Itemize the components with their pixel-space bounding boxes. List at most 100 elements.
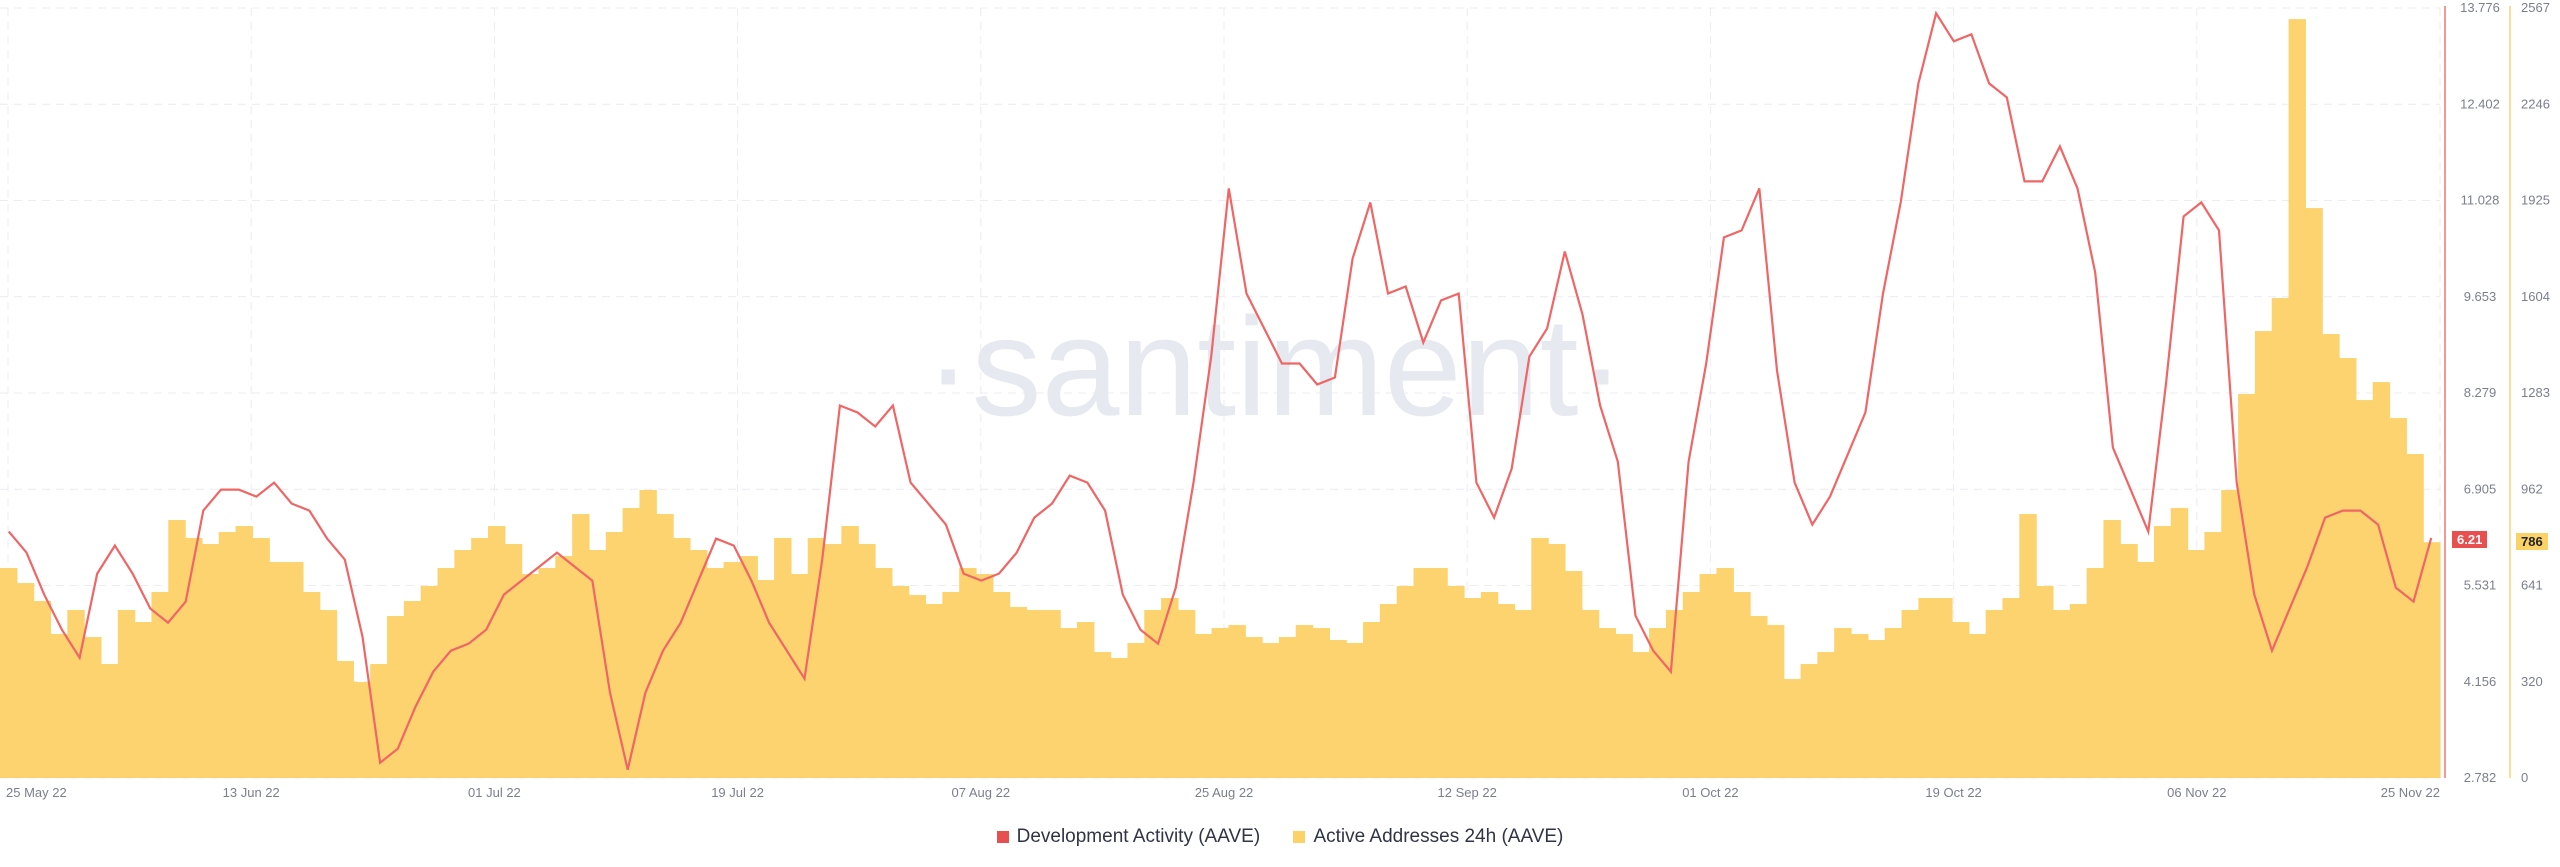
dev-activity-tick-label: 11.028	[2461, 193, 2500, 208]
active-addresses-bar	[740, 556, 758, 778]
legend: Development Activity (AAVE) Active Addre…	[0, 826, 2560, 849]
active-addresses-bar	[976, 574, 994, 778]
development-activity-line	[7, 10, 2433, 770]
active-addresses-bar	[1346, 643, 1364, 778]
active-addresses-bar	[1548, 544, 1566, 778]
active-addresses-bar	[875, 568, 893, 778]
date-tick-label: 01 Oct 22	[1682, 785, 1738, 800]
active-addresses-bar	[1312, 628, 1330, 778]
active-addresses-bar	[2322, 334, 2340, 778]
legend-item-active-addresses[interactable]: Active Addresses 24h (AAVE)	[1293, 826, 1563, 848]
active-addresses-tick-label: 2567	[2521, 0, 2550, 15]
active-addresses-bar	[2153, 526, 2172, 778]
active-addresses-bar	[1766, 625, 1785, 778]
active-addresses-bar	[1093, 652, 1112, 778]
active-addresses-bar	[2187, 550, 2206, 778]
active-addresses-bar	[605, 532, 624, 778]
active-addresses-bar	[673, 538, 691, 778]
date-tick-label: 07 Aug 22	[952, 785, 1011, 800]
active-addresses-bar	[370, 664, 388, 778]
active-addresses-bar	[807, 538, 826, 778]
active-addresses-bar	[67, 610, 85, 778]
active-addresses-bars	[0, 19, 2441, 778]
active-addresses-bar	[639, 490, 657, 778]
active-addresses-bar	[858, 544, 876, 778]
active-addresses-bar	[286, 562, 304, 778]
active-addresses-bar	[1817, 652, 1835, 778]
active-addresses-bar	[2204, 532, 2222, 778]
active-addresses-bar	[1682, 592, 1701, 778]
active-addresses-bar	[1278, 637, 1297, 778]
active-addresses-bar	[689, 550, 708, 778]
active-addresses-bar	[1262, 643, 1280, 778]
active-addresses-bar	[1480, 592, 1499, 778]
active-addresses-bar	[2238, 394, 2256, 778]
legend-item-dev-activity[interactable]: Development Activity (AAVE)	[996, 826, 1260, 848]
active-addresses-bar	[706, 568, 725, 778]
active-addresses-bar	[454, 550, 472, 778]
active-addresses-bar	[824, 544, 842, 778]
active-addresses-bar	[757, 580, 775, 778]
active-addresses-bar	[1531, 538, 1549, 778]
active-addresses-bar	[2002, 598, 2020, 778]
active-addresses-bar	[353, 682, 371, 778]
active-addresses-bar	[2339, 358, 2357, 778]
active-addresses-bar	[1901, 610, 1919, 778]
active-addresses-bar	[1564, 571, 1583, 778]
active-addresses-bar	[2254, 331, 2273, 778]
active-addresses-bar	[1413, 568, 1431, 778]
dev-activity-tick-label: 9.653	[2464, 289, 2497, 304]
date-tick-label: 25 May 22	[6, 785, 67, 800]
active-addresses-bar	[1800, 664, 1818, 778]
active-addresses-tick-label: 320	[2521, 674, 2543, 689]
legend-label-active-addresses: Active Addresses 24h (AAVE)	[1313, 826, 1564, 847]
active-addresses-bar	[2372, 382, 2391, 778]
active-addresses-bar	[2423, 542, 2441, 778]
active-addresses-bar	[2305, 208, 2323, 778]
active-addresses-bar	[521, 574, 540, 778]
active-addresses-bar	[1043, 610, 1061, 778]
active-addresses-bar	[841, 526, 859, 778]
active-addresses-bar	[1110, 658, 1129, 778]
active-addresses-tick-label: 2246	[2521, 96, 2550, 111]
active-addresses-bar	[1581, 610, 1600, 778]
active-addresses-bar	[2271, 298, 2290, 778]
active-addresses-bar	[1632, 652, 1650, 778]
active-addresses-bar	[538, 568, 556, 778]
active-addresses-bar	[1497, 604, 1516, 778]
active-addresses-bar	[1834, 628, 1852, 778]
active-addresses-bar	[2036, 586, 2054, 778]
dev-activity-tick-label: 8.279	[2464, 385, 2497, 400]
active-addresses-bar	[2406, 454, 2424, 778]
date-tick-label: 19 Oct 22	[1925, 785, 1981, 800]
active-addresses-bar	[2288, 19, 2306, 778]
active-addresses-bar	[218, 532, 237, 778]
active-addresses-bar	[2389, 418, 2407, 778]
active-addresses-bar	[1396, 586, 1415, 778]
active-addresses-bar	[1952, 622, 1970, 778]
active-addresses-bar	[1867, 640, 1886, 778]
active-addresses-bar	[201, 544, 220, 778]
date-tick-label: 13 Jun 22	[223, 785, 280, 800]
active-addresses-bar	[134, 622, 153, 778]
active-addresses-bar	[891, 586, 910, 778]
active-addresses-tick-label: 641	[2521, 578, 2543, 593]
active-addresses-bar	[235, 526, 254, 778]
active-addresses-bar	[1598, 628, 1617, 778]
active-addresses-bar	[1935, 598, 1953, 778]
active-addresses-bar	[1884, 628, 1903, 778]
active-addresses-bar	[774, 538, 792, 778]
active-addresses-bar	[471, 538, 489, 778]
active-addresses-bar	[1750, 616, 1768, 778]
active-addresses-axis-ticks: 2567 2246 1925 1604 1283 962 641 320 0	[2521, 0, 2550, 785]
active-addresses-bar	[33, 601, 52, 778]
active-addresses-bar	[84, 637, 102, 778]
active-addresses-bar	[908, 595, 927, 778]
active-addresses-bar	[790, 574, 809, 778]
active-addresses-bar	[1009, 607, 1028, 778]
active-addresses-bar	[0, 568, 18, 778]
active-addresses-bar	[403, 601, 422, 778]
date-tick-label: 25 Aug 22	[1195, 785, 1254, 800]
active-addresses-bar	[2052, 610, 2071, 778]
active-addresses-bar	[1665, 610, 1684, 778]
